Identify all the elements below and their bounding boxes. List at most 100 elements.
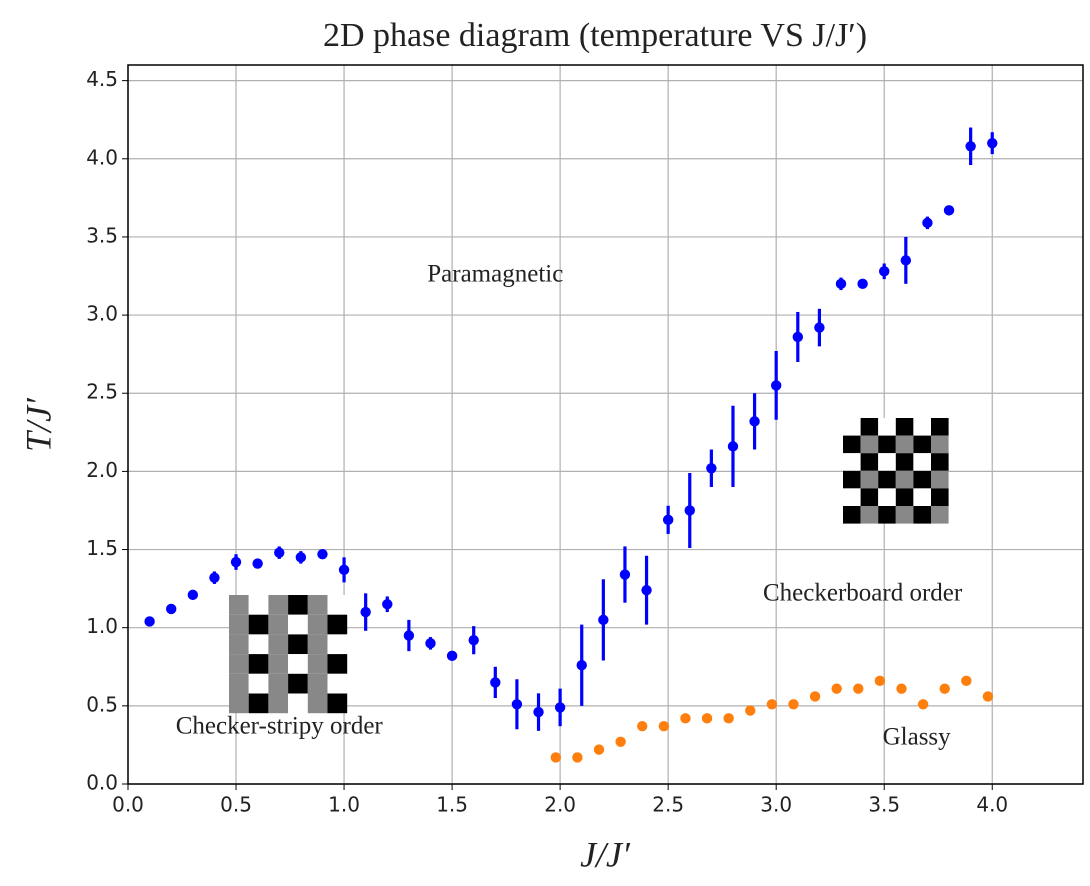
data-point — [598, 614, 609, 626]
data-point — [896, 683, 907, 694]
data-point — [446, 650, 458, 662]
data-point — [939, 683, 950, 694]
lattice-cell — [913, 435, 931, 454]
data-point — [766, 699, 778, 710]
data-point — [274, 547, 285, 558]
data-point — [749, 416, 760, 427]
data-point — [252, 558, 263, 569]
data-point — [684, 505, 695, 516]
data-point — [338, 564, 350, 576]
data-point — [550, 752, 562, 763]
lattice-cell — [895, 506, 914, 524]
data-point — [576, 660, 587, 671]
lattice-cell — [860, 470, 879, 489]
data-point — [360, 606, 371, 618]
data-point — [982, 691, 994, 702]
data-point — [403, 630, 415, 641]
data-point — [792, 331, 803, 343]
lattice-cell — [327, 595, 348, 615]
lattice-cell — [843, 470, 861, 489]
lattice-cell — [268, 634, 289, 655]
annotation: Paramagnetic — [427, 261, 563, 288]
lattice-cell — [268, 614, 289, 635]
y-tick-label: 2.5 — [86, 380, 118, 404]
x-tick-label: 3.0 — [760, 793, 792, 817]
lattice-cell — [229, 654, 249, 674]
lattice-cell — [895, 488, 914, 506]
data-point — [619, 569, 631, 580]
data-point — [511, 699, 523, 710]
y-tick-label: 1.0 — [86, 614, 118, 638]
lattice-cell — [327, 614, 348, 635]
lattice-cell — [307, 673, 328, 694]
y-tick-label: 4.0 — [86, 145, 118, 169]
lattice-cell — [878, 506, 896, 524]
lattice-cell — [878, 453, 896, 471]
data-point — [317, 549, 328, 560]
data-point — [572, 752, 583, 763]
data-point — [900, 255, 912, 266]
data-point — [809, 691, 821, 702]
lattice-cell — [931, 470, 949, 489]
data-point — [425, 638, 436, 649]
lattice-cell — [229, 673, 249, 694]
lattice-cell — [843, 506, 861, 524]
lattice-cell — [913, 453, 931, 471]
lattice-cell — [288, 634, 308, 655]
chart-title: 2D phase diagram (temperature VS J/J′) — [323, 17, 867, 54]
lattice-cell — [229, 634, 249, 655]
y-tick-label: 4.5 — [86, 67, 118, 91]
y-tick-label: 3.5 — [86, 223, 118, 247]
lattice-cell — [229, 693, 249, 714]
lattice-cell — [843, 453, 861, 471]
annotation: Glassy — [883, 723, 952, 750]
x-tick-label: 1.0 — [328, 793, 360, 817]
data-point — [382, 599, 393, 610]
data-point — [230, 556, 242, 568]
x-tick-label: 4.0 — [976, 793, 1008, 817]
data-point — [295, 552, 307, 563]
y-tick-label: 0.0 — [86, 771, 118, 795]
lattice-cell — [878, 488, 896, 506]
x-tick-label: 3.5 — [868, 793, 900, 817]
data-point — [943, 205, 955, 216]
lattice-cell — [327, 634, 348, 655]
lattice-cell — [843, 488, 861, 506]
data-point — [680, 713, 691, 724]
data-point — [853, 683, 864, 694]
lattice-cell — [895, 453, 914, 471]
lattice-cell — [913, 470, 931, 489]
lattice-cell — [327, 654, 348, 674]
y-tick-label: 0.5 — [86, 692, 118, 716]
lattice-cell — [895, 418, 914, 436]
lattice-cell — [248, 614, 269, 635]
data-point — [727, 441, 739, 452]
lattice-cell — [878, 435, 896, 454]
plot-frame — [127, 64, 1084, 785]
lattice-cell — [860, 435, 879, 454]
y-tick-label: 3.0 — [86, 302, 118, 326]
data-point — [615, 736, 626, 747]
data-point — [788, 699, 799, 710]
data-point — [745, 705, 756, 716]
data-point — [637, 720, 648, 732]
lattice-cell — [327, 693, 348, 714]
lattice-cell — [843, 435, 861, 454]
lattice-cell — [288, 654, 308, 674]
lattice-cell — [288, 614, 308, 635]
y-tick-label: 1.5 — [86, 536, 118, 560]
data-point — [554, 702, 566, 713]
data-point — [917, 699, 929, 710]
data-point — [533, 706, 544, 718]
lattice-cell — [913, 418, 931, 436]
lattice-cell — [307, 614, 328, 635]
data-point — [658, 720, 670, 732]
lattice-cell — [860, 488, 879, 506]
x-axis-label: J/J′ — [580, 834, 631, 874]
lattice-cell — [288, 693, 308, 714]
lattice-cell — [307, 693, 328, 714]
data-point — [166, 603, 177, 615]
plot-marks — [144, 127, 998, 763]
data-point — [961, 675, 972, 687]
